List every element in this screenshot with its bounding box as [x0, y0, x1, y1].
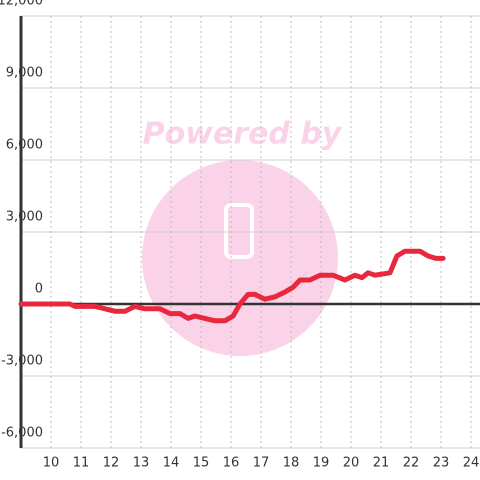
y-tick-label: 6,000 [6, 138, 43, 153]
x-tick-label: 23 [433, 456, 450, 471]
x-tick-label: 17 [253, 456, 270, 471]
plot [18, 248, 446, 324]
y-tick-label: -3,000 [1, 354, 43, 369]
x-tick-label: 22 [403, 456, 420, 471]
y-tick-label: 0 [35, 282, 43, 297]
x-tick-label: 16 [223, 456, 240, 471]
y-tick-label: -6,000 [1, 426, 43, 441]
watermark-icon [224, 203, 254, 259]
x-tick-label: 13 [133, 456, 150, 471]
x-tick-label: 20 [343, 456, 360, 471]
labels: -6,000 -3,000 0 3,000 6,000 9,000 12,000 10 11 12… [0, 0, 479, 471]
x-tick-label: 11 [73, 456, 90, 471]
x-tick-label: 21 [373, 456, 390, 471]
x-tick-label: 14 [163, 456, 180, 471]
grid [19, 15, 480, 449]
x-tick-label: 18 [283, 456, 300, 471]
x-tick-label: 15 [193, 456, 210, 471]
y-tick-label: 9,000 [6, 66, 43, 81]
y-tick-label: 12,000 [0, 0, 43, 9]
x-tick-label: 10 [43, 456, 60, 471]
watermark: Powered by [143, 117, 343, 152]
y-tick-label: 3,000 [6, 210, 43, 225]
x-tick-label: 12 [103, 456, 120, 471]
x-tick-label: 19 [313, 456, 330, 471]
series-line [18, 248, 446, 324]
x-tick-label: 24 [463, 456, 480, 471]
